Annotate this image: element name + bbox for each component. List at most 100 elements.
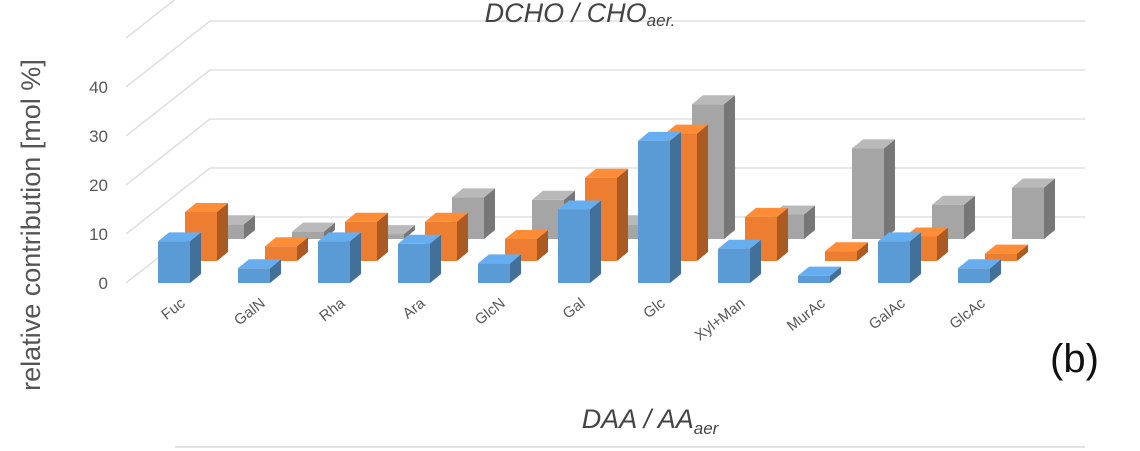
bar-series3-glcac <box>1012 178 1055 239</box>
x-category-label: Glc <box>640 294 669 322</box>
bar-side <box>430 234 441 283</box>
bar-series1-ara <box>398 234 441 283</box>
bar-series1-galac <box>878 232 921 283</box>
bar-side <box>777 207 788 261</box>
bar-series1-rha <box>318 232 361 283</box>
bar-series1-murac <box>798 266 841 283</box>
x-category-labels: Fuc GalN Rha Ara GlcN Gal Glc Xyl+Man MurAc GalAc… <box>158 294 989 344</box>
bar-side <box>697 124 708 261</box>
bar-top <box>532 190 575 200</box>
bar-series1-galn <box>238 259 281 283</box>
bar-side <box>537 229 548 261</box>
y-ticks: 0 10 20 30 40 <box>89 78 108 293</box>
bar-front <box>318 241 350 283</box>
bar-side <box>590 200 601 283</box>
bar-front <box>878 241 910 283</box>
bar-series1-glc <box>638 131 681 283</box>
y-tick-label: 40 <box>89 78 108 97</box>
bar-side <box>990 259 1001 283</box>
bar-side <box>804 205 815 239</box>
bar-front <box>1012 187 1044 239</box>
bar-front <box>718 248 750 283</box>
gridline <box>125 69 1085 137</box>
bar-front <box>265 246 297 261</box>
bar-top <box>265 237 308 247</box>
bars-layer <box>158 95 1055 283</box>
x-category-label: GlcN <box>472 295 509 329</box>
bar-side <box>270 259 281 283</box>
bar-top <box>318 232 361 242</box>
x-category-label: GalN <box>231 295 268 329</box>
bar-side <box>457 212 468 261</box>
bar-side <box>830 266 841 283</box>
gridline <box>125 20 1085 88</box>
bar-front <box>958 268 990 283</box>
x-category-label: Rha <box>316 294 349 325</box>
x-category-label: Xyl+Man <box>692 295 749 345</box>
bar-side <box>724 95 735 239</box>
y-tick-label: 10 <box>89 225 108 244</box>
bar-top <box>745 207 788 217</box>
bar-series1-glcn <box>478 254 521 283</box>
bar-top <box>345 212 388 222</box>
x-category-label: Gal <box>560 295 589 323</box>
bar-side <box>377 212 388 261</box>
bar-top <box>692 95 735 105</box>
bar-front <box>638 140 670 283</box>
gridline <box>125 118 1085 186</box>
bar-side <box>190 232 201 283</box>
bar-top <box>398 234 441 244</box>
bar-top <box>505 229 548 239</box>
x-category-label: GalAc <box>866 294 909 333</box>
bar-top <box>478 254 521 264</box>
bar-front <box>292 231 324 239</box>
bar-side <box>244 215 255 239</box>
bar-top <box>185 203 228 212</box>
bar-top <box>452 188 495 198</box>
panel-label: (b) <box>1050 337 1099 381</box>
bar-top <box>932 195 975 205</box>
bar-side <box>910 232 921 283</box>
bar-front <box>985 253 1017 261</box>
bar-side <box>964 195 975 239</box>
bar-side <box>1017 244 1028 261</box>
bar-series1-gal <box>558 200 601 283</box>
bar-side <box>404 225 415 239</box>
x-category-label: MurAc <box>784 294 829 334</box>
bar-side <box>857 242 868 261</box>
y-tick-label: 20 <box>89 176 108 195</box>
bar-top <box>852 139 895 149</box>
bar-series2-galn <box>265 237 308 261</box>
bar-top <box>665 124 708 134</box>
bar-side <box>350 232 361 283</box>
bar-top <box>425 212 468 222</box>
bar-front <box>825 251 857 261</box>
y-axis-label: relative contribution [mol %] <box>16 59 46 391</box>
bar-top <box>1012 178 1055 188</box>
bar-front <box>398 243 430 283</box>
bar-series2-murac <box>825 242 868 261</box>
bar-top <box>638 131 681 141</box>
bar-front <box>238 268 270 283</box>
bar-series1-xyl-man <box>718 239 761 283</box>
x-category-label: GlcAc <box>946 294 988 332</box>
bar-top <box>985 244 1028 254</box>
bar-top <box>585 168 628 178</box>
bar-side <box>1044 178 1055 239</box>
bar-top <box>558 200 601 210</box>
bar-front <box>158 241 190 283</box>
bar-side <box>217 203 228 261</box>
bar-series1-glcac <box>958 259 1001 283</box>
bar-side <box>670 131 681 283</box>
bar-top <box>825 242 868 252</box>
bar-front <box>798 275 830 283</box>
y-tick-label: 30 <box>89 127 108 146</box>
bar-side <box>937 227 948 261</box>
bar-side <box>750 239 761 283</box>
bar-top <box>238 259 281 269</box>
bar-top <box>878 232 921 242</box>
chart-title-bottom: DAA / AAaer <box>582 404 720 438</box>
bar-top <box>718 239 761 249</box>
bar-side <box>884 139 895 239</box>
